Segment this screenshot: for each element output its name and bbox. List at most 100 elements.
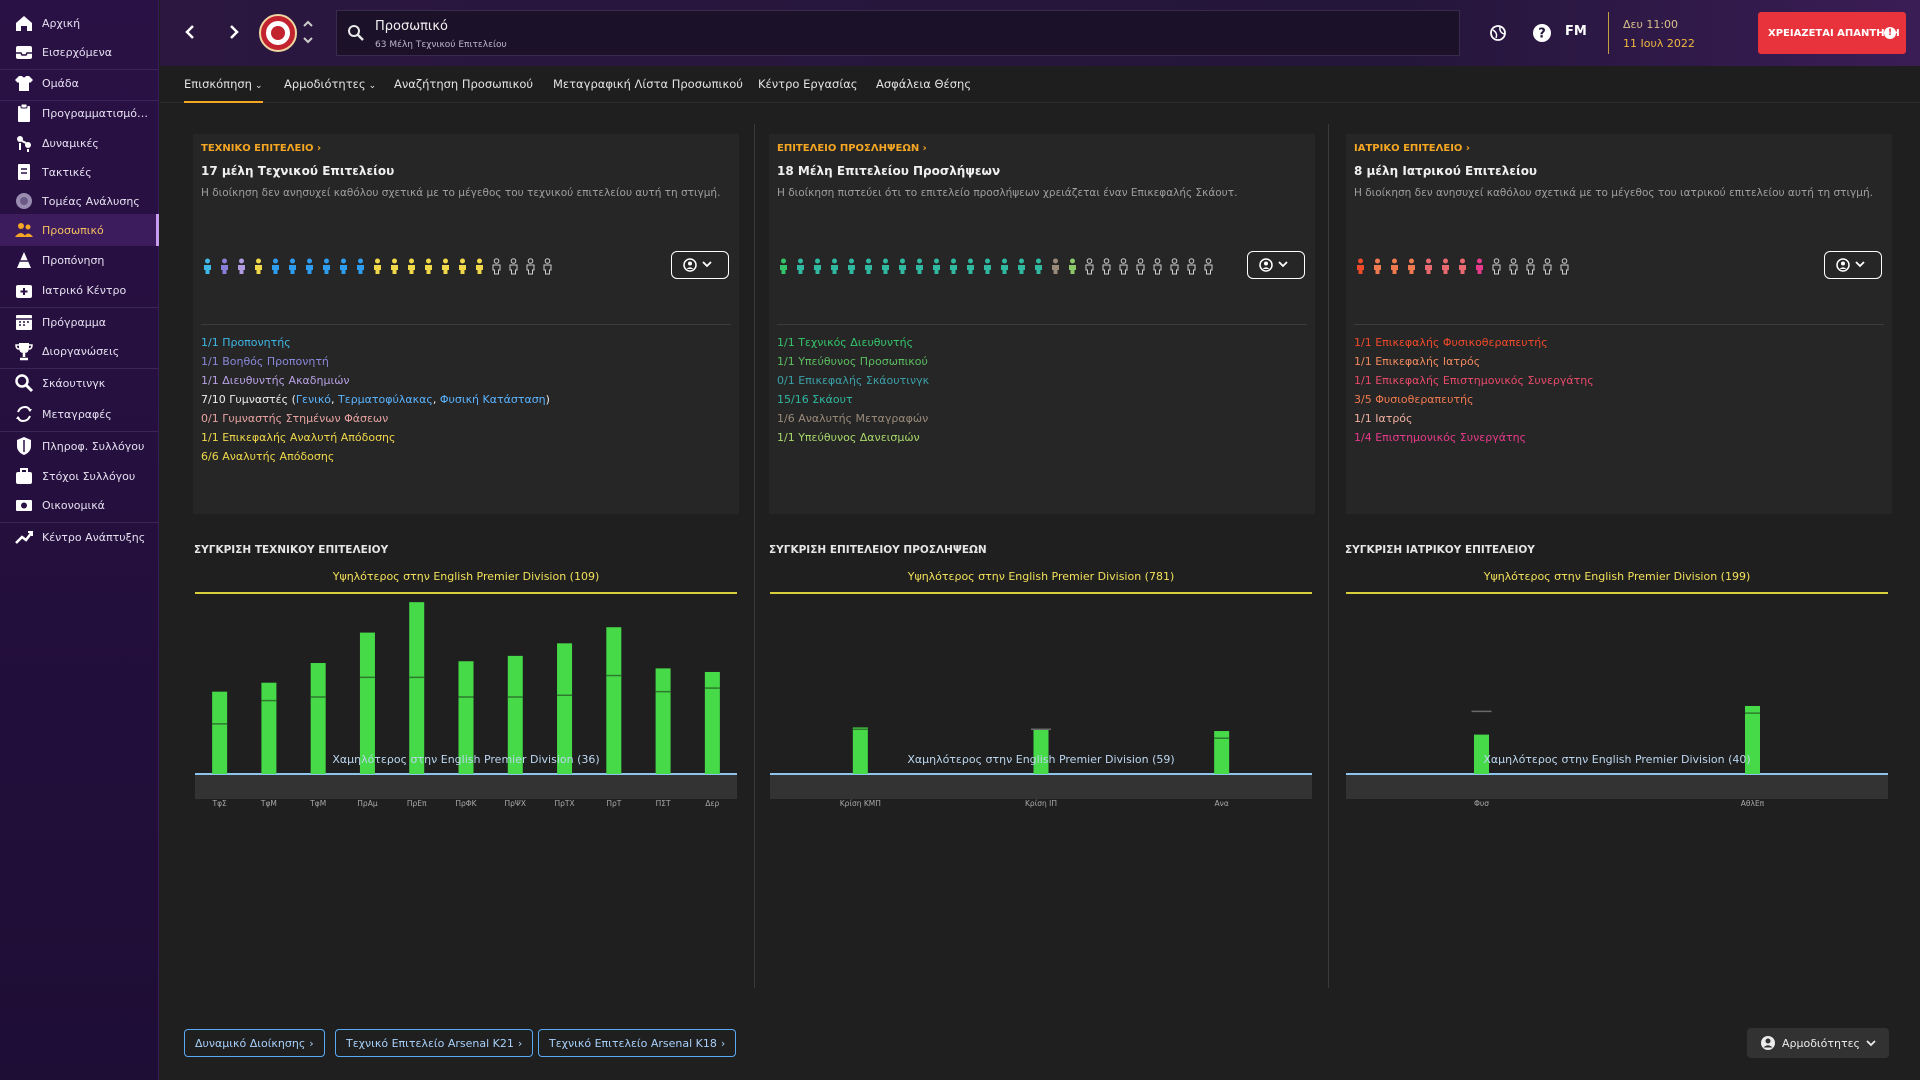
person-icon[interactable]	[440, 258, 451, 275]
person-icon[interactable]	[423, 258, 434, 275]
staff-role-row[interactable]: 1/1 Υπεύθυνος Δανεισμών	[777, 431, 920, 444]
person-icon[interactable]	[863, 258, 874, 275]
person-icon[interactable]	[897, 258, 908, 275]
forward-button[interactable]	[222, 18, 246, 46]
role-link[interactable]: Γενικό	[295, 393, 332, 406]
staff-role-row[interactable]: 7/10 Γυμναστές (Γενικό, Τερματοφύλακας, …	[201, 393, 550, 406]
panel-category-link[interactable]: ΙΑΤΡΙΚΟ ΕΠΙΤΕΛΕΙΟ ›	[1354, 143, 1470, 154]
tab-5[interactable]: Ασφάλεια Θέσης	[876, 66, 971, 103]
club-switcher[interactable]	[301, 16, 315, 48]
person-icon[interactable]	[1474, 258, 1485, 275]
empty-person-icon[interactable]	[1559, 258, 1570, 275]
person-icon[interactable]	[965, 258, 976, 275]
back-button[interactable]	[178, 18, 202, 46]
panel-category-link[interactable]: ΕΠΙΤΕΛΕΙΟ ΠΡΟΣΛΗΨΕΩΝ ›	[777, 143, 927, 154]
staff-link-button-0[interactable]: Δυναμικό Διοίκησης ›	[184, 1029, 325, 1057]
person-icon[interactable]	[948, 258, 959, 275]
empty-person-icon[interactable]	[1135, 258, 1146, 275]
empty-person-icon[interactable]	[491, 258, 502, 275]
person-icon[interactable]	[880, 258, 891, 275]
staff-role-row[interactable]: 1/4 Επιστημονικός Συνεργάτης	[1354, 431, 1526, 444]
empty-person-icon[interactable]	[1152, 258, 1163, 275]
sidebar-item-17[interactable]: Κέντρο Ανάπτυξης	[0, 521, 159, 553]
continue-date[interactable]: Δευ 11:00 11 Ιουλ 2022	[1608, 12, 1742, 54]
person-icon[interactable]	[1033, 258, 1044, 275]
person-icon[interactable]	[914, 258, 925, 275]
person-icon[interactable]	[202, 258, 213, 275]
person-icon[interactable]	[1016, 258, 1027, 275]
staff-role-row[interactable]: 6/6 Αναλυτής Απόδοσης	[201, 450, 334, 463]
tab-4[interactable]: Κέντρο Εργασίας	[758, 66, 858, 103]
person-icon[interactable]	[253, 258, 264, 275]
person-icon[interactable]	[1355, 258, 1366, 275]
sidebar-item-15[interactable]: Στόχοι Συλλόγου	[0, 460, 159, 492]
empty-person-icon[interactable]	[1508, 258, 1519, 275]
staff-filter-dropdown[interactable]	[1247, 251, 1305, 279]
staff-role-row[interactable]: 1/1 Προπονητής	[201, 336, 291, 349]
person-icon[interactable]	[1050, 258, 1061, 275]
staff-role-row[interactable]: 1/1 Επικεφαλής Επιστημονικός Συνεργάτης	[1354, 374, 1594, 387]
tab-2[interactable]: Αναζήτηση Προσωπικού	[394, 66, 533, 103]
person-icon[interactable]	[270, 258, 281, 275]
sidebar-item-5[interactable]: Τακτικές	[0, 156, 159, 188]
empty-person-icon[interactable]	[542, 258, 553, 275]
person-icon[interactable]	[1406, 258, 1417, 275]
person-icon[interactable]	[1440, 258, 1451, 275]
sidebar-item-7[interactable]: Προσωπικό	[0, 214, 159, 246]
empty-person-icon[interactable]	[1203, 258, 1214, 275]
sidebar-item-3[interactable]: Προγραμματισμός Ομάδας	[0, 97, 159, 129]
person-icon[interactable]	[389, 258, 400, 275]
empty-person-icon[interactable]	[1101, 258, 1112, 275]
empty-person-icon[interactable]	[1118, 258, 1129, 275]
staff-link-button-1[interactable]: Τεχνικό Επιτελείο Arsenal K21 ›	[335, 1029, 534, 1057]
staff-role-row[interactable]: 1/1 Διευθυντής Ακαδημιών	[201, 374, 350, 387]
sidebar-item-8[interactable]: Προπόνηση	[0, 244, 159, 276]
sidebar-item-4[interactable]: Δυναμικές	[0, 127, 159, 159]
person-icon[interactable]	[406, 258, 417, 275]
empty-person-icon[interactable]	[1542, 258, 1553, 275]
role-link[interactable]: Φυσική Κατάσταση	[439, 393, 546, 406]
sidebar-item-11[interactable]: Διοργανώσεις	[0, 335, 159, 367]
staff-filter-dropdown[interactable]	[1824, 251, 1882, 279]
sidebar-item-10[interactable]: Πρόγραμμα	[0, 306, 159, 338]
fm-logo[interactable]: FM	[1565, 24, 1587, 39]
tab-0[interactable]: Επισκόπηση ⌄	[184, 66, 263, 103]
staff-link-button-2[interactable]: Τεχνικό Επιτελείο Arsenal K18 ›	[538, 1029, 737, 1057]
person-icon[interactable]	[1389, 258, 1400, 275]
help-button[interactable]: ?	[1530, 21, 1554, 45]
reply-required-button[interactable]: ΧΡΕΙΑΖΕΤΑΙ ΑΠΑΝΤΗΣΗ !	[1758, 12, 1906, 54]
staff-filter-dropdown[interactable]	[671, 251, 729, 279]
staff-role-row[interactable]: 1/1 Επικεφαλής Φυσικοθεραπευτής	[1354, 336, 1548, 349]
person-icon[interactable]	[236, 258, 247, 275]
person-icon[interactable]	[321, 258, 332, 275]
person-icon[interactable]	[457, 258, 468, 275]
tab-3[interactable]: Μεταγραφική Λίστα Προσωπικού	[553, 66, 743, 103]
staff-role-row[interactable]: 0/1 Επικεφαλής Σκάουτινγκ	[777, 374, 929, 387]
sidebar-item-13[interactable]: Μεταγραφές	[0, 398, 159, 430]
staff-role-row[interactable]: 1/1 Τεχνικός Διευθυντής	[777, 336, 913, 349]
person-icon[interactable]	[338, 258, 349, 275]
sidebar-item-1[interactable]: Εισερχόμενα	[0, 36, 159, 68]
person-icon[interactable]	[1423, 258, 1434, 275]
empty-person-icon[interactable]	[1186, 258, 1197, 275]
panel-category-link[interactable]: ΤΕΧΝΙΚΟ ΕΠΙΤΕΛΕΙΟ ›	[201, 143, 321, 154]
staff-role-row[interactable]: 3/5 Φυσιοθεραπευτής	[1354, 393, 1474, 406]
search-box[interactable]: Προσωπικό 63 Μέλη Τεχνικού Επιτελείου	[336, 10, 1460, 56]
club-badge[interactable]	[259, 14, 297, 52]
person-icon[interactable]	[778, 258, 789, 275]
person-icon[interactable]	[829, 258, 840, 275]
person-icon[interactable]	[474, 258, 485, 275]
empty-person-icon[interactable]	[1169, 258, 1180, 275]
staff-role-row[interactable]: 1/1 Επικεφαλής Ιατρός	[1354, 355, 1480, 368]
person-icon[interactable]	[931, 258, 942, 275]
person-icon[interactable]	[355, 258, 366, 275]
staff-role-row[interactable]: 1/6 Αναλυτής Μεταγραφών	[777, 412, 928, 425]
role-link[interactable]: Τερματοφύλακας	[338, 393, 433, 406]
empty-person-icon[interactable]	[1491, 258, 1502, 275]
person-icon[interactable]	[1372, 258, 1383, 275]
sidebar-item-12[interactable]: Σκάουτινγκ	[0, 367, 159, 399]
person-icon[interactable]	[1067, 258, 1078, 275]
sidebar-item-9[interactable]: Ιατρικό Κέντρο	[0, 274, 159, 306]
staff-role-row[interactable]: 1/1 Υπεύθυνος Προσωπικού	[777, 355, 928, 368]
person-icon[interactable]	[372, 258, 383, 275]
